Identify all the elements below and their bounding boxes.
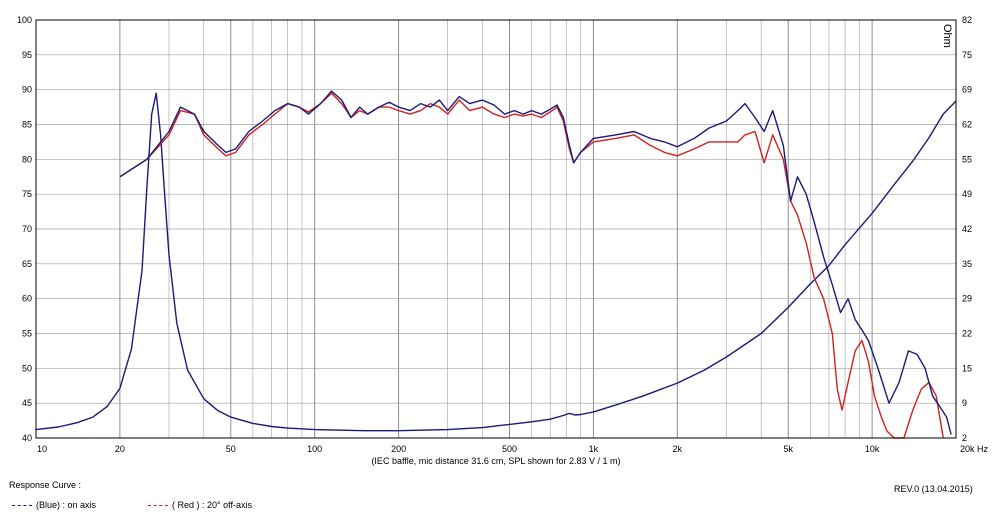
x-tick-label: 10 bbox=[37, 444, 47, 454]
legend-swatch-red bbox=[148, 505, 168, 507]
y2-unit-label: Ohm bbox=[941, 24, 953, 48]
y2-tick-label: 82 bbox=[962, 15, 972, 25]
y2-tick-label: 9 bbox=[962, 398, 967, 408]
y-tick-label: 50 bbox=[22, 363, 32, 373]
impedance-curve bbox=[35, 92, 957, 432]
x-tick-label: 5k bbox=[783, 444, 793, 454]
x-tick-label: 20 bbox=[115, 444, 125, 454]
y2-tick-label: 35 bbox=[962, 259, 972, 269]
y-tick-label: 75 bbox=[22, 189, 32, 199]
y-tick-label: 80 bbox=[22, 154, 32, 164]
x-axis-labels: 10 20 50 100 200 500 1k 2k 5k 10k 20k Hz bbox=[37, 444, 988, 454]
y2-tick-label: 29 bbox=[962, 294, 972, 304]
x-tick-label: 10k bbox=[865, 444, 880, 454]
y2-tick-label: 69 bbox=[962, 85, 972, 95]
y-tick-label: 90 bbox=[22, 85, 32, 95]
legend-label-off-axis: ( Red ) : 20° off-axis bbox=[172, 500, 252, 510]
x-tick-label: 20k Hz bbox=[960, 444, 989, 454]
y-axis-labels: 100 95 90 85 80 75 70 65 60 55 50 45 40 bbox=[17, 15, 32, 443]
y-tick-label: 95 bbox=[22, 50, 32, 60]
x-tick-label: 50 bbox=[226, 444, 236, 454]
legend-item-off-axis: ( Red ) : 20° off-axis bbox=[148, 500, 252, 510]
y2-axis-labels: 82 75 69 62 55 49 42 35 29 22 15 9 2 bbox=[962, 15, 972, 443]
y2-tick-label: 62 bbox=[962, 120, 972, 130]
y-tick-label: 60 bbox=[22, 294, 32, 304]
x-tick-label: 500 bbox=[502, 444, 517, 454]
y-tick-label: 70 bbox=[22, 224, 32, 234]
grid bbox=[36, 20, 956, 438]
x-tick-label: 200 bbox=[391, 444, 406, 454]
x-tick-label: 1k bbox=[589, 444, 599, 454]
y2-tick-label: 49 bbox=[962, 189, 972, 199]
y-tick-label: 40 bbox=[22, 433, 32, 443]
y-tick-label: 85 bbox=[22, 120, 32, 130]
legend-label-on-axis: (Blue) : on axis bbox=[36, 500, 97, 510]
y2-tick-label: 75 bbox=[962, 50, 972, 60]
frequency-response-chart: 100 95 90 85 80 75 70 65 60 55 50 45 40 82 75 69 62 55 49… bbox=[17, 15, 989, 466]
y-tick-label: 65 bbox=[22, 259, 32, 269]
legend-item-on-axis: (Blue) : on axis bbox=[12, 500, 96, 510]
on-axis-curve bbox=[119, 90, 952, 435]
legend-swatch-blue bbox=[12, 505, 32, 507]
plot-frame bbox=[35, 19, 957, 439]
response-curve-label: Response Curve : bbox=[9, 480, 82, 490]
y2-tick-label: 42 bbox=[962, 224, 972, 234]
y2-tick-label: 2 bbox=[962, 433, 967, 443]
x-tick-label: 100 bbox=[307, 444, 322, 454]
curves bbox=[35, 90, 957, 439]
y2-tick-label: 15 bbox=[962, 363, 972, 373]
x-tick-label: 2k bbox=[673, 444, 683, 454]
revision-label: REV.0 (13.04.2015) bbox=[894, 484, 973, 494]
y-tick-label: 100 bbox=[17, 15, 32, 25]
y2-tick-label: 22 bbox=[962, 329, 972, 339]
y2-tick-label: 55 bbox=[962, 154, 972, 164]
y-tick-label: 45 bbox=[22, 398, 32, 408]
chart-caption: (IEC baffle, mic distance 31.6 cm, SPL s… bbox=[371, 456, 620, 466]
y-tick-label: 55 bbox=[22, 329, 32, 339]
